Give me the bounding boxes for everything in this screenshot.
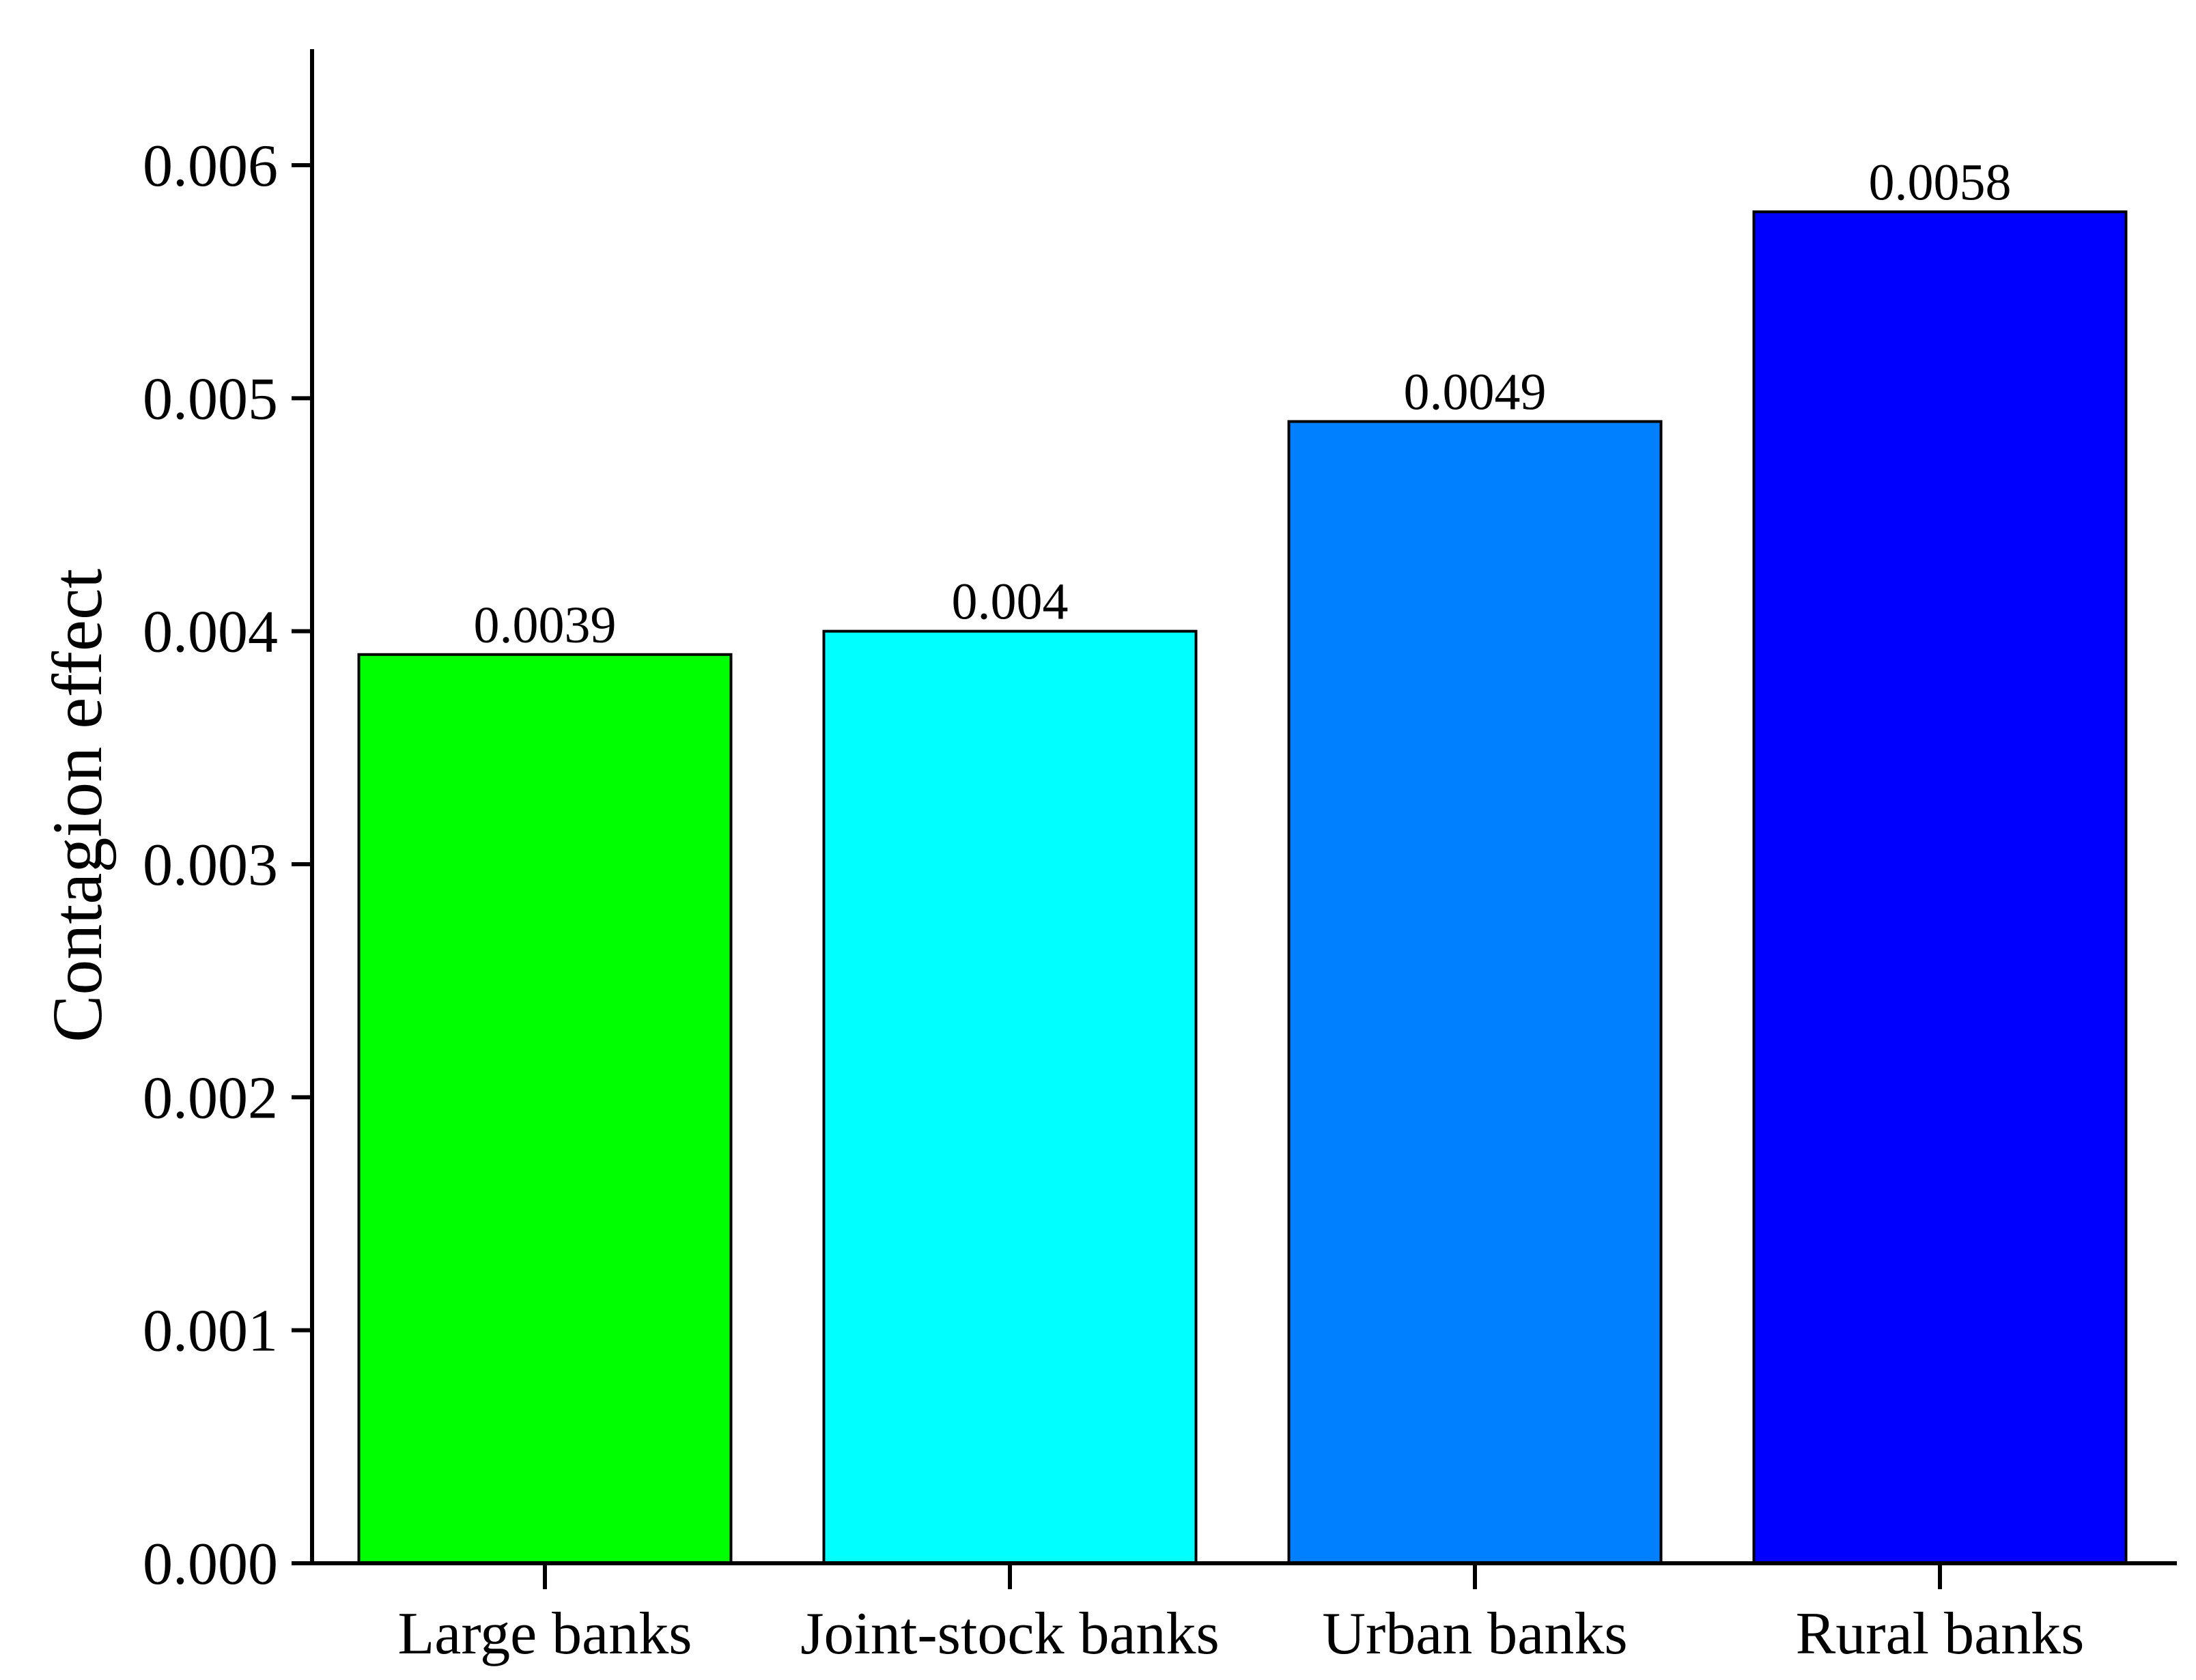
y-tick-label: 0.003: [143, 832, 278, 898]
data-label: 0.0049: [1404, 363, 1547, 421]
bar: [357, 653, 733, 1565]
bars: [357, 210, 2128, 1565]
data-label: 0.004: [952, 573, 1069, 631]
y-tick-label: 0.006: [143, 133, 278, 199]
bar: [1752, 210, 2128, 1565]
y-axis-title: Contagion effect: [38, 569, 117, 1042]
data-label: 0.0058: [1869, 154, 2012, 211]
x-category-label: Urban banks: [1322, 1601, 1627, 1667]
bar: [822, 629, 1198, 1565]
y-tick-label: 0.005: [143, 366, 278, 432]
y-tick-label: 0.002: [143, 1065, 278, 1131]
y-tick-label: 0.000: [143, 1531, 278, 1597]
x-category-label: Rural banks: [1796, 1601, 2085, 1667]
bar: [1287, 420, 1663, 1565]
data-labels: 0.0039 0.004 0.0049 0.0058: [474, 154, 2012, 654]
data-label: 0.0039: [474, 597, 617, 654]
x-category-label: Joint-stock banks: [800, 1601, 1220, 1667]
x-category-label: Large banks: [398, 1601, 692, 1667]
x-axis-ticks: Large banks Joint-stock banks Urban banks R…: [398, 1563, 2085, 1667]
y-axis-ticks: 0.000 0.001 0.002 0.003 0.004 0.005 0.006: [143, 133, 312, 1597]
y-tick-label: 0.001: [143, 1298, 278, 1365]
y-tick-label: 0.004: [143, 599, 278, 666]
